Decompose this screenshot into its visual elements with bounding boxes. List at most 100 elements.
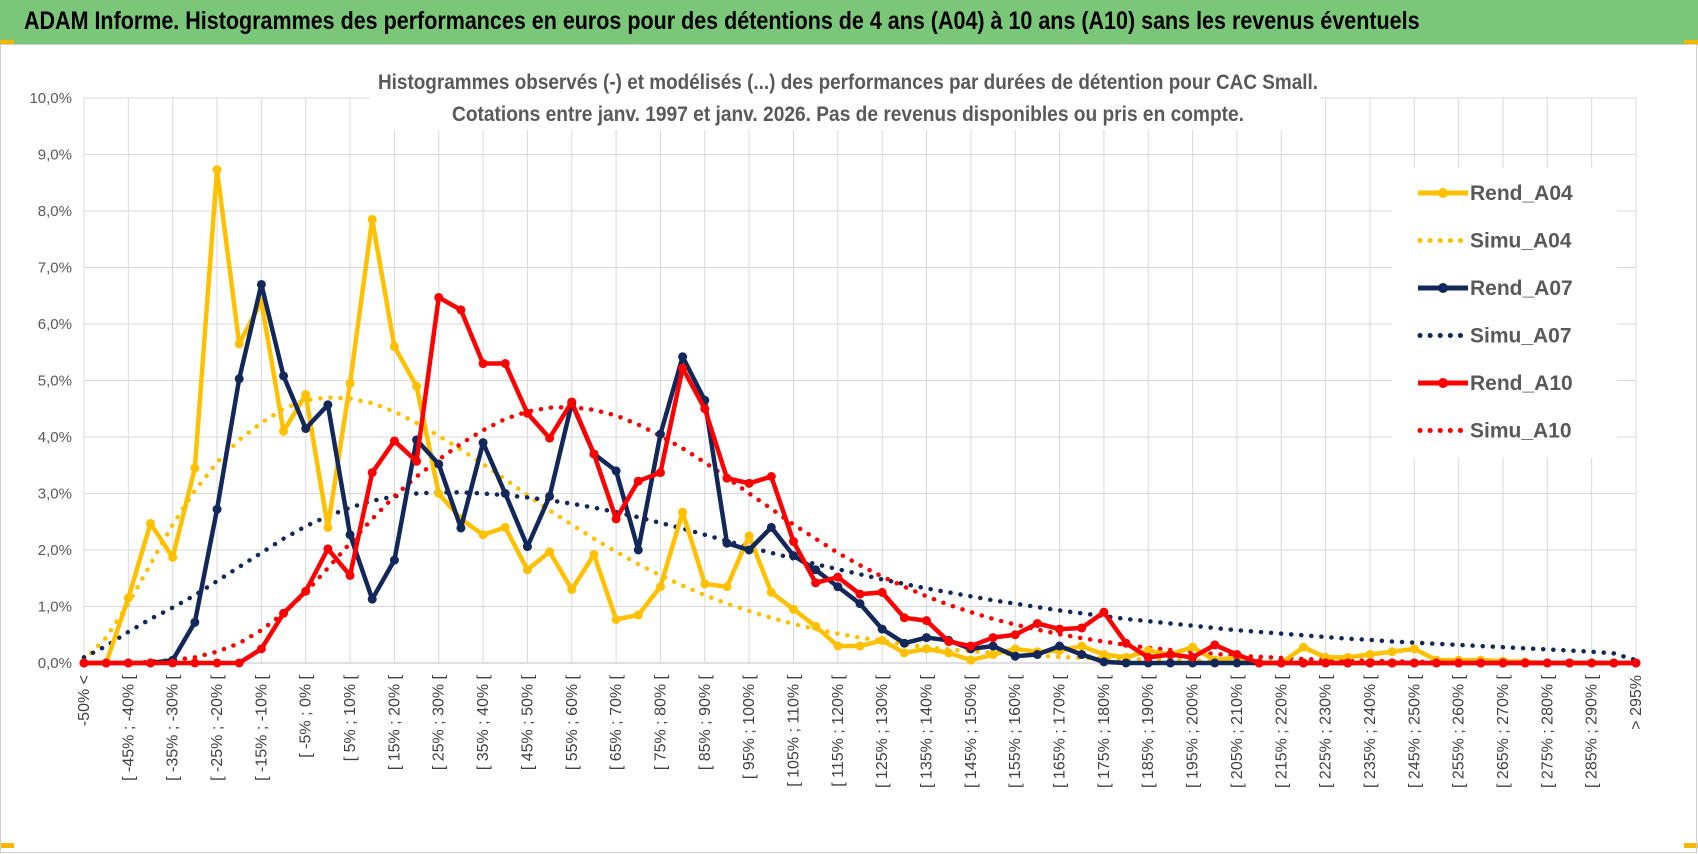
x-tick-label: [ 75% ; 80% [ — [652, 674, 669, 770]
corner-mark — [0, 40, 14, 45]
data-point — [212, 165, 222, 175]
data-point — [1520, 658, 1530, 668]
x-tick-label: [ 135% ; 140% [ — [919, 674, 936, 788]
data-point — [345, 378, 355, 388]
x-tick-label: [ 275% ; 280% [ — [1539, 674, 1556, 788]
legend-marker — [1438, 283, 1448, 293]
data-point — [567, 397, 577, 407]
data-point — [168, 658, 178, 668]
data-point — [1055, 624, 1065, 634]
data-point — [722, 538, 732, 548]
legend-label: Rend_A04 — [1470, 182, 1573, 205]
data-point — [522, 408, 532, 418]
data-point — [190, 617, 200, 627]
data-point — [323, 544, 333, 554]
data-point — [1365, 650, 1375, 660]
data-point — [1232, 658, 1242, 668]
data-point — [1631, 658, 1641, 668]
data-point — [966, 655, 976, 665]
data-point — [1077, 641, 1087, 651]
x-tick-label: [ 55% ; 60% [ — [564, 674, 581, 770]
data-point — [678, 352, 688, 362]
data-point — [1210, 640, 1220, 650]
data-point — [811, 621, 821, 631]
x-tick-label: [ 175% ; 180% [ — [1096, 674, 1113, 788]
data-point — [811, 578, 821, 588]
data-point — [966, 641, 976, 651]
title-backdrop — [370, 62, 1320, 130]
data-point — [811, 565, 821, 575]
x-axis-ticks: -50% < [ -45% ; -40% [[ -35% ; -30% [[ -2… — [76, 674, 1645, 788]
data-point — [633, 476, 643, 486]
data-point — [367, 594, 377, 604]
data-point — [833, 582, 843, 592]
data-point — [256, 644, 266, 654]
data-point — [744, 545, 754, 555]
series-Rend_A10 — [79, 292, 1641, 668]
data-point — [367, 214, 377, 224]
corner-mark — [1684, 843, 1698, 848]
report-title: ADAM Informe. Histogrammes des performan… — [24, 7, 1420, 35]
data-point — [478, 438, 488, 448]
data-point — [146, 658, 156, 668]
data-point — [168, 552, 178, 562]
x-tick-label: [ -35% ; -30% [ — [165, 674, 182, 780]
data-point — [1077, 623, 1087, 633]
data-point — [877, 624, 887, 634]
data-point — [655, 582, 665, 592]
chart-frame — [0, 44, 1697, 853]
chart-title-line-2: Cotations entre janv. 1997 et janv. 2026… — [452, 103, 1244, 126]
data-point — [988, 641, 998, 651]
series-line — [81, 490, 1639, 663]
data-point — [101, 658, 111, 668]
y-tick-label: 7,0% — [38, 260, 72, 277]
data-point — [855, 641, 865, 651]
x-tick-label: [ 165% ; 170% [ — [1052, 674, 1069, 788]
data-point — [434, 459, 444, 469]
data-point — [323, 522, 333, 532]
data-point — [766, 522, 776, 532]
data-point — [589, 449, 599, 459]
data-point — [988, 650, 998, 660]
data-point — [722, 473, 732, 483]
data-point — [833, 641, 843, 651]
x-tick-label: [ 35% ; 40% [ — [475, 674, 492, 770]
data-point — [833, 572, 843, 582]
data-point — [788, 537, 798, 547]
data-point — [922, 644, 932, 654]
x-tick-label: [ 215% ; 220% [ — [1273, 674, 1290, 788]
x-tick-label: [ 5% ; 10% [ — [342, 674, 359, 761]
legend-item-Simu_A04: Simu_A04 — [1417, 230, 1572, 253]
data-point — [500, 489, 510, 498]
x-tick-label: [ 125% ; 130% [ — [874, 674, 891, 788]
x-tick-label: [ 205% ; 210% [ — [1229, 674, 1246, 788]
y-tick-label: 1,0% — [38, 599, 72, 616]
data-point — [522, 565, 532, 575]
data-point — [1010, 651, 1020, 661]
data-point — [722, 582, 732, 592]
x-tick-label: [ -5% ; 0% [ — [298, 674, 315, 757]
corner-mark — [0, 843, 14, 848]
data-point — [788, 551, 798, 561]
data-point — [190, 463, 200, 473]
data-point — [323, 400, 333, 410]
x-tick-label: [ 25% ; 30% [ — [431, 674, 448, 770]
data-point — [700, 404, 710, 414]
data-point — [1431, 658, 1441, 668]
y-tick-label: 8,0% — [38, 203, 72, 220]
y-tick-label: 10,0% — [29, 90, 72, 107]
x-tick-label: [ 285% ; 290% [ — [1584, 674, 1601, 788]
data-point — [766, 472, 776, 482]
data-point — [545, 433, 555, 443]
data-point — [545, 547, 555, 557]
legend-marker — [1438, 188, 1448, 198]
data-point — [1564, 658, 1574, 668]
x-tick-label: [ 105% ; 110% [ — [785, 674, 802, 786]
data-point — [212, 504, 222, 514]
data-point — [434, 489, 444, 498]
data-point — [234, 339, 244, 349]
data-point — [1542, 658, 1552, 668]
data-point — [899, 648, 909, 658]
data-point — [389, 555, 399, 565]
